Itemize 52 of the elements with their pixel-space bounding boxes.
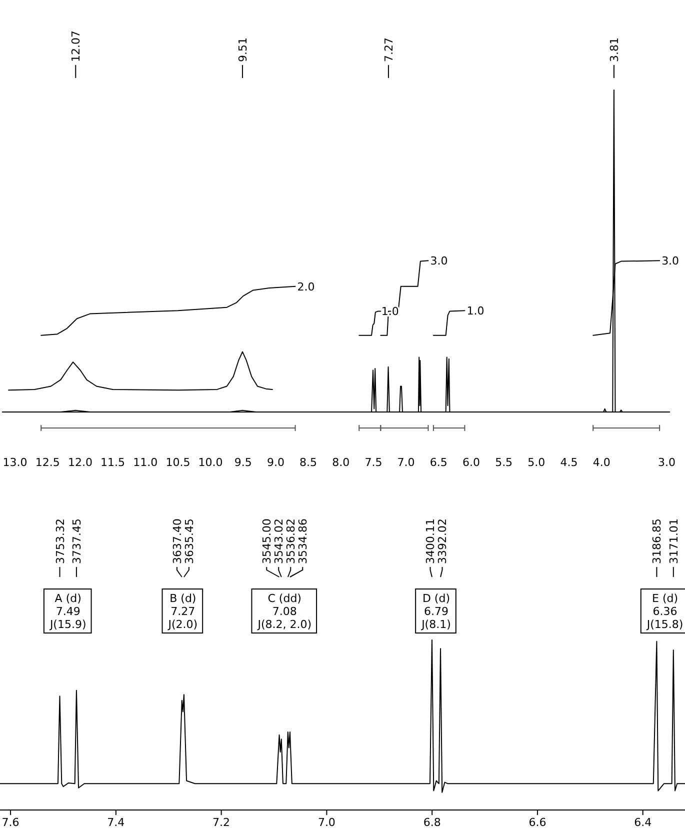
text: E (d) 6.36 J(15.8): [646, 592, 684, 631]
annotation: 3545.00: [260, 518, 274, 564]
text: B (d) 7.27 J(2.0): [167, 592, 198, 631]
x-tick-label: 8.5: [300, 456, 318, 469]
x-tick-label: 11.5: [100, 456, 126, 469]
x-tick-label: 11.0: [133, 456, 158, 469]
x-tick-label: 6.8: [423, 816, 441, 829]
x-tick-label: 7.0: [397, 456, 415, 469]
annotation: 2.0: [297, 280, 315, 294]
text: D (d) 6.79 J(8.1): [420, 592, 451, 631]
x-tick-label: 7.2: [212, 816, 230, 829]
x-tick-label: 6.5: [430, 456, 448, 469]
annotation: 9.51: [236, 38, 250, 62]
x-tick-label: 5.0: [528, 456, 546, 469]
x-tick-label: 12.5: [35, 456, 60, 469]
x-tick-label: 9.0: [266, 456, 284, 469]
annotation: 3536.82: [284, 518, 298, 564]
x-tick-label: 4.0: [592, 456, 610, 469]
annotation: 3171.01: [667, 518, 680, 564]
x-tick-label: 7.0: [318, 816, 336, 829]
x-tick-label: 8.0: [332, 456, 350, 469]
x-tick-label: 7.6: [2, 816, 20, 829]
annotation: 3543.02: [272, 518, 286, 564]
annotation: 3.0: [662, 254, 680, 268]
x-tick-label: 6.6: [528, 816, 546, 829]
annotation: 7.27: [382, 38, 396, 62]
text: A (d) 7.49 J(15.9): [48, 592, 86, 631]
x-tick-label: 12.0: [68, 456, 92, 469]
annotation: 1.0: [466, 304, 484, 318]
x-tick-label: 6.0: [462, 456, 480, 469]
annotation: 3753.32: [54, 518, 67, 564]
x-tick-label: 7.5: [364, 456, 382, 469]
annotation: 3635.45: [182, 518, 196, 564]
x-tick-label: 5.5: [495, 456, 513, 469]
x-tick-label: 9.5: [234, 456, 252, 469]
x-tick-label: 4.5: [560, 456, 578, 469]
annotation: 3637.40: [170, 518, 184, 564]
text: C (dd) 7.08 J(8.2, 2.0): [256, 592, 312, 631]
annotation: 3392.02: [436, 518, 450, 564]
x-tick-label: 6.4: [634, 816, 652, 829]
annotation: 12.07: [70, 30, 83, 62]
x-tick-label: 13.0: [2, 456, 28, 469]
x-tick-label: 10.0: [198, 456, 223, 469]
x-tick-label: 10.5: [166, 456, 190, 469]
annotation: 3737.45: [70, 518, 84, 564]
annotation: 3534.86: [296, 518, 310, 564]
annotation: 3.81: [608, 38, 621, 62]
annotation: 3.0: [430, 254, 448, 268]
x-tick-label: 7.4: [107, 816, 125, 829]
x-tick-label: 3.0: [658, 456, 676, 469]
annotation: 3186.85: [650, 518, 664, 564]
annotation: 3400.11: [424, 518, 438, 564]
